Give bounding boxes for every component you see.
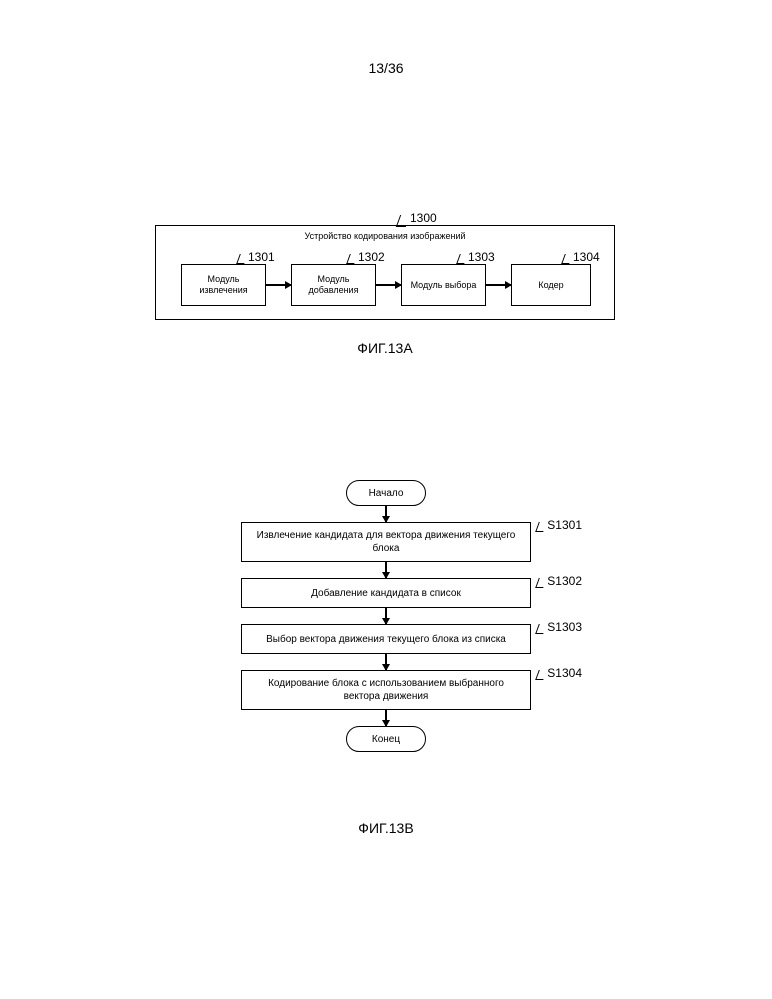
arrow-down-icon [385,608,387,624]
step-ref-S1303: S1303 [547,620,582,636]
arrow-icon [486,284,511,286]
flow-step-S1304: Кодирование блока с использованием выбра… [241,670,531,710]
flow-step-S1303: Выбор вектора движения текущего блока из… [241,624,531,654]
flow-step-S1302: Добавление кандидата в списокS1302 [241,578,531,608]
encoder-device-title: Устройство кодирования изображений [304,231,465,241]
outer-ref-label: 1300 [410,211,437,225]
step-ref-S1304: S1304 [547,666,582,682]
figure-13b: Начало Извлечение кандидата для вектора д… [206,480,566,752]
arrow-down-icon [385,710,387,726]
module-ref-1304: 1304 [573,250,600,264]
step-ref-S1301: S1301 [547,518,582,534]
encoder-device-box: Устройство кодирования изображений Модул… [155,225,615,320]
flow-end: Конец [346,726,426,752]
module-box-1301: Модуль извлечения [181,264,266,306]
flow-start: Начало [346,480,426,506]
module-box-1302: Модуль добавления [291,264,376,306]
arrow-down-icon [385,654,387,670]
arrow-icon [266,284,291,286]
module-ref-1303: 1303 [468,250,495,264]
flow-step-S1301: Извлечение кандидата для вектора движени… [241,522,531,562]
module-ref-1301: 1301 [248,250,275,264]
step-ref-S1302: S1302 [547,574,582,590]
figure-13b-caption: ФИГ.13B [358,820,413,836]
module-box-1303: Модуль выбора [401,264,486,306]
figure-13a-caption: ФИГ.13A [135,340,635,356]
page-number: 13/36 [368,60,403,76]
arrow-icon [376,284,401,286]
module-ref-1302: 1302 [358,250,385,264]
figure-13a: 1300 Устройство кодирования изображений … [135,225,635,356]
arrow-down-icon [385,506,387,522]
arrow-down-icon [385,562,387,578]
module-box-1304: Кодер [511,264,591,306]
